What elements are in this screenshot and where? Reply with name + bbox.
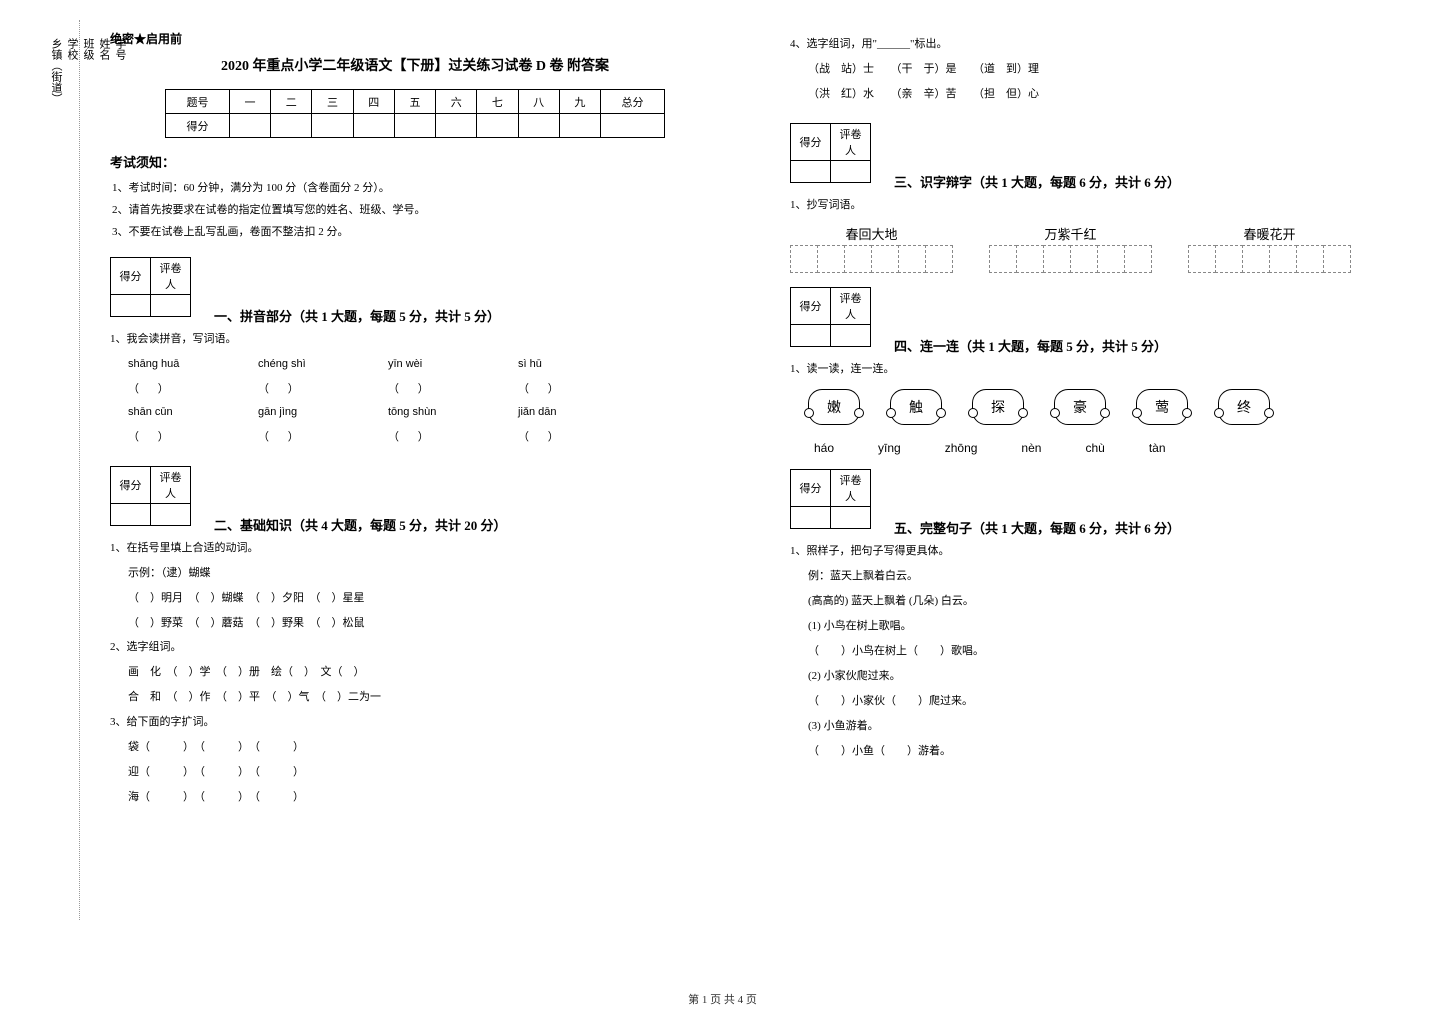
- char-cloud: 触: [890, 389, 942, 425]
- fill-row: （ ）野菜 （ ）蘑菇 （ ）野果 （ ）松鼠: [128, 613, 720, 634]
- section-score-box: 得分评卷人: [790, 469, 871, 529]
- binding-label: 学校: [64, 30, 80, 910]
- section-title: 三、识字辩字（共 1 大题，每题 6 分，共计 6 分）: [894, 172, 1180, 191]
- fill-line: 画 化 （ ）学 （ ）册 绘（ ） 文（ ）: [128, 662, 720, 683]
- section-score-box: 得分评卷人: [790, 287, 871, 347]
- notice-item: 3、不要在试卷上乱写乱画，卷面不整洁扣 2 分。: [112, 221, 720, 243]
- notice-list: 1、考试时间：60 分钟，满分为 100 分（含卷面分 2 分）。 2、请首先按…: [112, 177, 720, 243]
- question-label: 2、选字组词。: [110, 637, 720, 658]
- fill-line: (2) 小家伙爬过来。: [808, 666, 1400, 687]
- fill-line: 海（ ） （ ） （ ）: [128, 787, 720, 808]
- fill-line: (1) 小鸟在树上歌唱。: [808, 616, 1400, 637]
- char-cloud: 豪: [1054, 389, 1106, 425]
- question-label: 1、读一读，连一连。: [790, 359, 1400, 380]
- copy-block: 春暖花开: [1188, 224, 1351, 273]
- pinyin-row: háo yīng zhōng nèn chù tàn: [814, 441, 1400, 455]
- fill-row: （ ）明月 （ ）蝴蝶 （ ）夕阳 （ ）星星: [128, 588, 720, 609]
- section-title: 四、连一连（共 1 大题，每题 5 分，共计 5 分）: [894, 336, 1167, 355]
- table-row: 题号 一 二 三 四 五 六 七 八 九 总分: [166, 90, 665, 114]
- section-title: 二、基础知识（共 4 大题，每题 5 分，共计 20 分）: [214, 515, 507, 534]
- char-cloud: 探: [972, 389, 1024, 425]
- copy-block: 万紫千红: [989, 224, 1152, 273]
- fill-line: （洪 红）水 （亲 辛）苦 （担 但）心: [808, 84, 1400, 105]
- char-cloud: 莺: [1136, 389, 1188, 425]
- exam-title: 2020 年重点小学二年级语文【下册】过关练习试卷 D 卷 附答案: [110, 55, 720, 75]
- fill-line: （ ）小鱼（ ）游着。: [808, 741, 1400, 762]
- section-score-box: 得分评卷人: [790, 123, 871, 183]
- fill-line: 袋（ ） （ ） （ ）: [128, 737, 720, 758]
- question-label: 1、抄写词语。: [790, 195, 1400, 216]
- fill-line: (3) 小鱼游着。: [808, 716, 1400, 737]
- section-score-box: 得分评卷人: [110, 257, 191, 317]
- notice-item: 2、请首先按要求在试卷的指定位置填写您的姓名、班级、学号。: [112, 199, 720, 221]
- binding-label: 乡镇（街道）: [48, 30, 64, 910]
- section-score-box: 得分评卷人: [110, 466, 191, 526]
- fill-line: （ ）小鸟在树上（ ）歌唱。: [808, 641, 1400, 662]
- fill-line: 迎（ ） （ ） （ ）: [128, 762, 720, 783]
- question-label: 1、在括号里填上合适的动词。: [110, 538, 720, 559]
- binding-label: 班级: [80, 30, 96, 910]
- secrecy-label: 绝密★启用前: [110, 30, 720, 47]
- fill-line: 合 和 （ ）作 （ ）平 （ ）气 （ ）二为一: [128, 687, 720, 708]
- row-label: 题号: [166, 90, 230, 114]
- page-content: 绝密★启用前 2020 年重点小学二年级语文【下册】过关练习试卷 D 卷 附答案…: [110, 30, 1410, 812]
- right-column: 4、选字组词，用"______"标出。 （战 站）士 （干 于）是 （道 到）理…: [790, 30, 1400, 812]
- notice-heading: 考试须知：: [110, 152, 720, 171]
- notice-item: 1、考试时间：60 分钟，满分为 100 分（含卷面分 2 分）。: [112, 177, 720, 199]
- copy-grid: 春回大地 万紫千红 春暖花开: [790, 224, 1400, 273]
- question-label: 1、照样子，把句子写得更具体。: [790, 541, 1400, 562]
- pinyin-grid: shāng huā chéng shì yīn wèi sì hū （ ） （ …: [128, 358, 720, 444]
- fill-line: （ ）小家伙（ ）爬过来。: [808, 691, 1400, 712]
- char-cloud: 嫩: [808, 389, 860, 425]
- section-title: 五、完整句子（共 1 大题，每题 6 分，共计 6 分）: [894, 518, 1180, 537]
- question-label: 4、选字组词，用"______"标出。: [790, 34, 1400, 55]
- question-label: 3、给下面的字扩词。: [110, 712, 720, 733]
- row-label: 得分: [166, 114, 230, 138]
- table-row: 得分: [166, 114, 665, 138]
- left-column: 绝密★启用前 2020 年重点小学二年级语文【下册】过关练习试卷 D 卷 附答案…: [110, 30, 720, 812]
- overall-score-table: 题号 一 二 三 四 五 六 七 八 九 总分 得分: [165, 89, 665, 138]
- page-footer: 第 1 页 共 4 页: [0, 991, 1445, 1007]
- question-label: 1、我会读拼音，写词语。: [110, 329, 720, 350]
- cloud-row: 嫩 触 探 豪 莺 终: [808, 389, 1400, 425]
- example: (高高的) 蓝天上飘着 (几朵) 白云。: [808, 591, 1400, 612]
- example: 示例：（逮）蝴蝶: [128, 563, 720, 584]
- example: 例：蓝天上飘着白云。: [808, 566, 1400, 587]
- fill-line: （战 站）士 （干 于）是 （道 到）理: [808, 59, 1400, 80]
- copy-block: 春回大地: [790, 224, 953, 273]
- char-cloud: 终: [1218, 389, 1270, 425]
- section-title: 一、拼音部分（共 1 大题，每题 5 分，共计 5 分）: [214, 306, 500, 325]
